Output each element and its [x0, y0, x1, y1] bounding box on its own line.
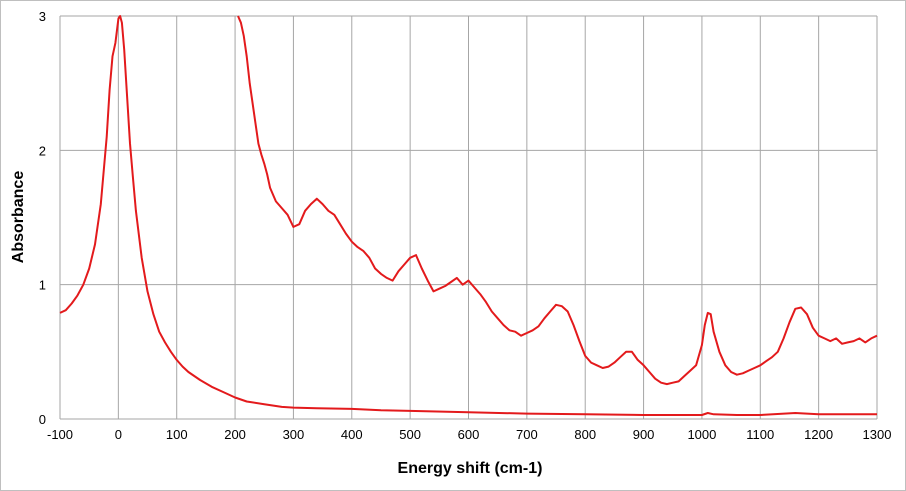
x-tick-label: 200 — [224, 427, 246, 442]
y-tick-label: 0 — [39, 412, 46, 427]
y-tick-label: 3 — [39, 9, 46, 24]
series-lines — [59, 15, 878, 416]
x-tick-labels: -100 0 100 200 300 400 500 600 700 800 900 1000 1100… — [47, 427, 891, 442]
x-tick-label: 100 — [166, 427, 188, 442]
y-tick-label: 2 — [39, 143, 46, 158]
x-tick-label: 600 — [458, 427, 480, 442]
x-tick-label: -100 — [47, 427, 73, 442]
y-axis-title: Absorbance — [10, 171, 27, 264]
series-line-1 — [59, 15, 877, 416]
series-line-2 — [237, 15, 878, 386]
grid-lines — [59, 15, 878, 420]
y-tick-label: 1 — [39, 278, 46, 293]
x-tick-label: 1200 — [804, 427, 833, 442]
x-tick-label: 700 — [516, 427, 538, 442]
x-axis-title: Energy shift (cm-1) — [398, 460, 543, 477]
x-tick-label: 1000 — [687, 427, 716, 442]
x-tick-label: 1100 — [746, 427, 774, 442]
x-tick-label: 0 — [115, 427, 122, 442]
x-tick-label: 300 — [283, 427, 305, 442]
y-tick-labels: 0 1 2 3 — [39, 9, 46, 427]
x-tick-label: 500 — [399, 427, 421, 442]
x-tick-label: 1300 — [863, 427, 892, 442]
x-tick-label: 400 — [341, 427, 363, 442]
x-tick-label: 900 — [633, 427, 655, 442]
x-tick-label: 800 — [574, 427, 596, 442]
